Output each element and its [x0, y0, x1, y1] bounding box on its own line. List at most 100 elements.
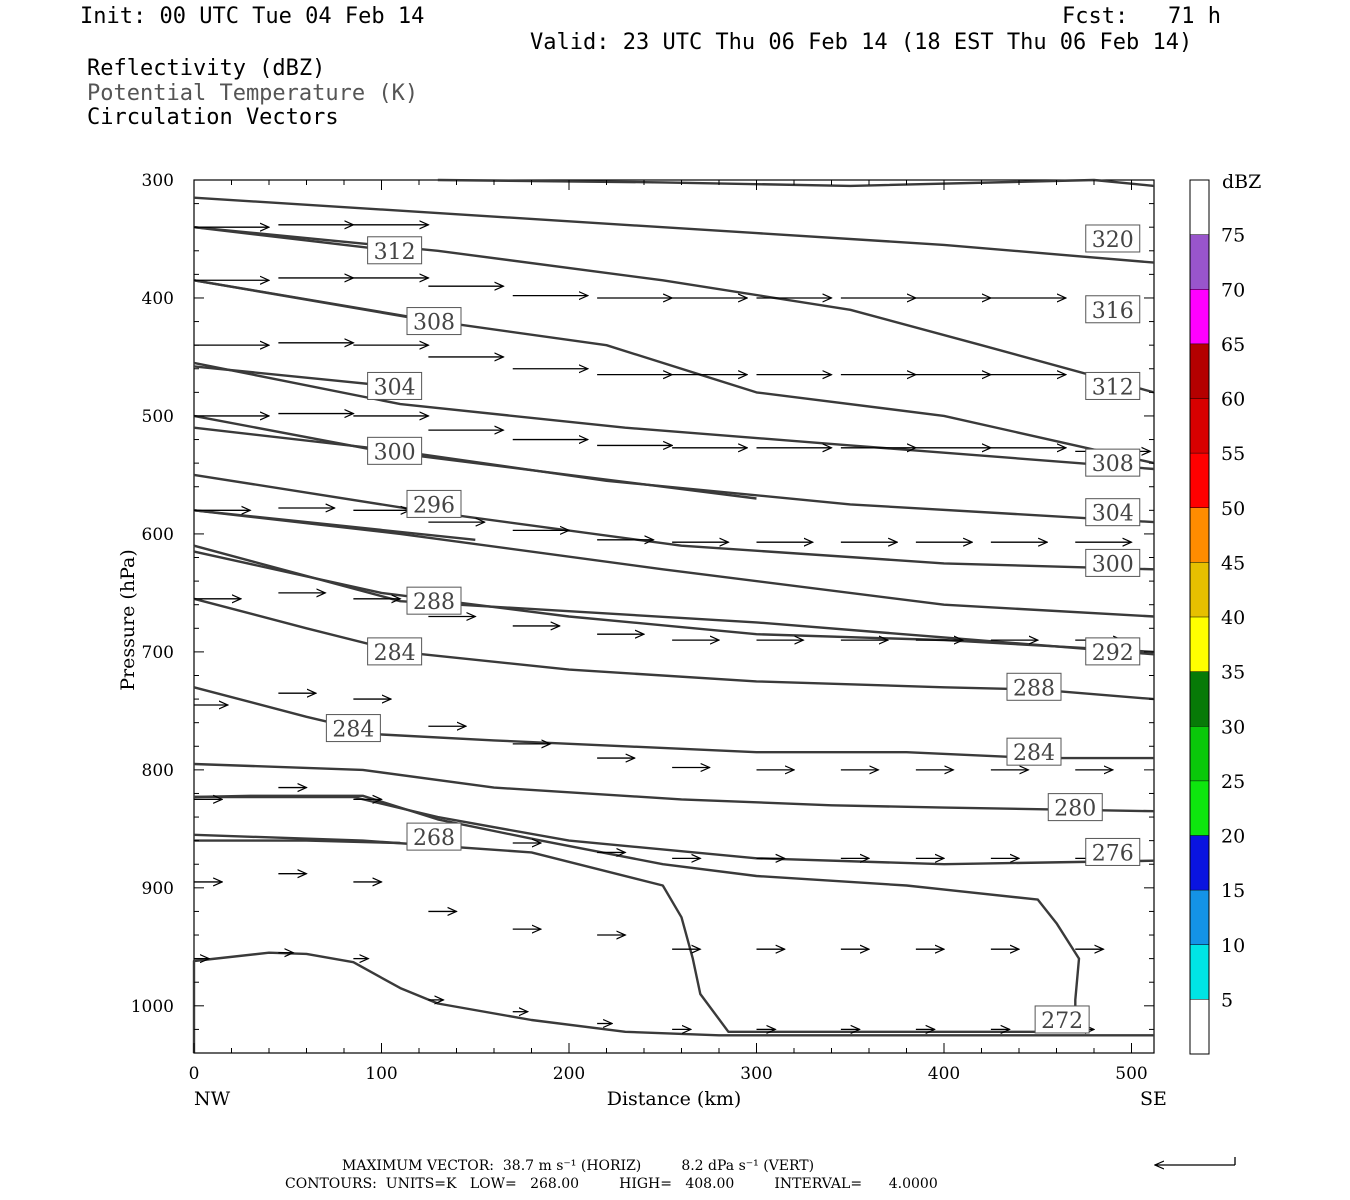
contour-label-300: 300	[367, 436, 423, 465]
colorbar-segment-2	[1190, 289, 1209, 344]
contour-label-box	[1085, 637, 1141, 666]
contour-label-box	[1006, 672, 1062, 701]
colorbar-label-75: 75	[1221, 225, 1245, 247]
contour-label-text: 300	[1092, 552, 1134, 577]
theta-contour-268-2	[194, 839, 401, 845]
contour-label-box	[367, 637, 423, 666]
contour-label-308: 308	[406, 307, 462, 336]
colorbar-segment-4	[1190, 398, 1209, 454]
theta-contour-320-21	[193, 196, 1155, 264]
contour-label-box	[1085, 498, 1141, 527]
colorbar-label-70: 70	[1221, 279, 1245, 301]
colorbar-segment-5	[1190, 453, 1209, 508]
contour-label-box	[1085, 371, 1141, 400]
colorbar-label-55: 55	[1221, 443, 1245, 465]
colorbar-segment-10	[1190, 726, 1209, 781]
contour-label-text: 280	[1054, 797, 1096, 822]
field-potential-temperature: Potential Temperature (K)	[87, 81, 419, 106]
contour-label-308: 308	[1085, 448, 1141, 477]
x-tick-label-400: 400	[928, 1064, 960, 1084]
colorbar-segment-9	[1190, 671, 1209, 727]
contour-label-284: 284	[325, 714, 381, 743]
theta-contour-288-9	[193, 544, 1155, 656]
theta-contour-300-11	[193, 473, 1155, 571]
contour-label-text: 320	[1092, 228, 1134, 253]
colorbar-title: dBZ	[1222, 171, 1261, 193]
reference-vector-icon	[1155, 1157, 1236, 1165]
colorbar-segment-6	[1190, 507, 1209, 563]
x-tick-label-0: 0	[189, 1064, 200, 1084]
colorbar-segment-11	[1190, 780, 1209, 836]
contour-label-text: 268	[413, 826, 455, 851]
contour-label-text: 292	[1092, 641, 1134, 666]
colorbar-label-25: 25	[1221, 771, 1245, 793]
field-reflectivity: Reflectivity (dBZ)	[87, 56, 326, 81]
contour-label-300: 300	[1085, 548, 1141, 577]
y-tick-label-700: 700	[142, 643, 174, 663]
circulation-vectors	[194, 225, 1150, 1030]
theta-contour-304-13	[193, 426, 1155, 524]
contour-label-box	[1085, 548, 1141, 577]
colorbar: 5 10 15 20 25 30 35 40 45 50 55 60 65 70 75	[1189, 179, 1245, 1055]
field-circulation-vectors: Circulation Vectors	[87, 105, 339, 130]
contour-label-box	[325, 714, 381, 743]
contour-label-316: 316	[1085, 295, 1141, 324]
contour-label-text: 272	[1041, 1009, 1083, 1034]
x-label-se: SE	[1140, 1088, 1167, 1110]
contour-label-text: 308	[413, 311, 455, 336]
colorbar-label-20: 20	[1221, 826, 1245, 848]
colorbar-label-10: 10	[1221, 935, 1245, 957]
theta-contour-unlabeled-0	[192, 951, 1154, 1053]
contour-label-box	[406, 822, 462, 851]
colorbar-segment-12	[1190, 835, 1209, 891]
contour-label-292: 292	[1085, 637, 1141, 666]
colorbar-segment-3	[1190, 343, 1209, 399]
y-tick-label-900: 900	[142, 879, 174, 899]
colorbar-segment-7	[1190, 562, 1209, 617]
axes: 300 400 500 600 700 800 900 1000 0 100 200 300 400 50…	[131, 171, 1154, 1084]
colorbar-segment-14	[1190, 944, 1209, 1000]
contour-label-304: 304	[1085, 498, 1141, 527]
contour-label-text: 300	[374, 440, 416, 465]
contour-label-312: 312	[367, 236, 423, 265]
colorbar-label-40: 40	[1221, 607, 1245, 629]
y-axis-label: Pressure (hPa)	[117, 549, 139, 691]
colorbar-segment-8	[1190, 617, 1209, 672]
contour-label-box	[367, 371, 423, 400]
contour-label-text: 284	[1013, 741, 1055, 766]
colorbar-label-15: 15	[1221, 880, 1245, 902]
colorbar-label-60: 60	[1221, 389, 1245, 411]
contour-label-text: 288	[413, 590, 455, 615]
theta-contour-308-15	[193, 361, 1155, 471]
contour-label-box	[406, 307, 462, 336]
theta-contour-308-18	[193, 279, 435, 323]
init-time: Init: 00 UTC Tue 04 Feb 14	[80, 4, 425, 29]
contour-label-box	[1034, 1005, 1090, 1034]
theta-contour-292-10	[193, 509, 1155, 618]
contour-label-box	[406, 586, 462, 615]
colorbar-segment-0	[1190, 180, 1209, 235]
theta-contours	[192, 178, 1155, 1053]
contour-label-text: 284	[374, 641, 416, 666]
theta-contour-304-16	[193, 365, 395, 388]
contour-label-box	[1085, 837, 1141, 866]
contour-label-box	[1006, 737, 1062, 766]
x-tick-label-300: 300	[740, 1064, 772, 1084]
theta-contour-312-17	[193, 279, 1155, 465]
contour-label-304: 304	[367, 371, 423, 400]
footer-max-vector: MAXIMUM VECTOR: 38.7 m s⁻¹ (HORIZ) 8.2 d…	[342, 1158, 815, 1174]
colorbar-label-50: 50	[1221, 498, 1245, 520]
contour-label-text: 308	[1092, 452, 1134, 477]
colorbar-segment-13	[1190, 890, 1209, 945]
theta-contour-296-12	[193, 509, 476, 541]
y-tick-label-400: 400	[142, 289, 174, 309]
contour-label-284: 284	[367, 637, 423, 666]
contour-label-text: 316	[1092, 299, 1134, 324]
contour-label-280: 280	[1047, 793, 1103, 822]
contour-label-text: 304	[374, 375, 416, 400]
x-label-nw: NW	[194, 1088, 231, 1110]
contour-label-text: 276	[1092, 841, 1134, 866]
contour-label-box	[406, 489, 462, 518]
contour-label-box	[1085, 224, 1141, 253]
colorbar-label-35: 35	[1221, 662, 1245, 684]
